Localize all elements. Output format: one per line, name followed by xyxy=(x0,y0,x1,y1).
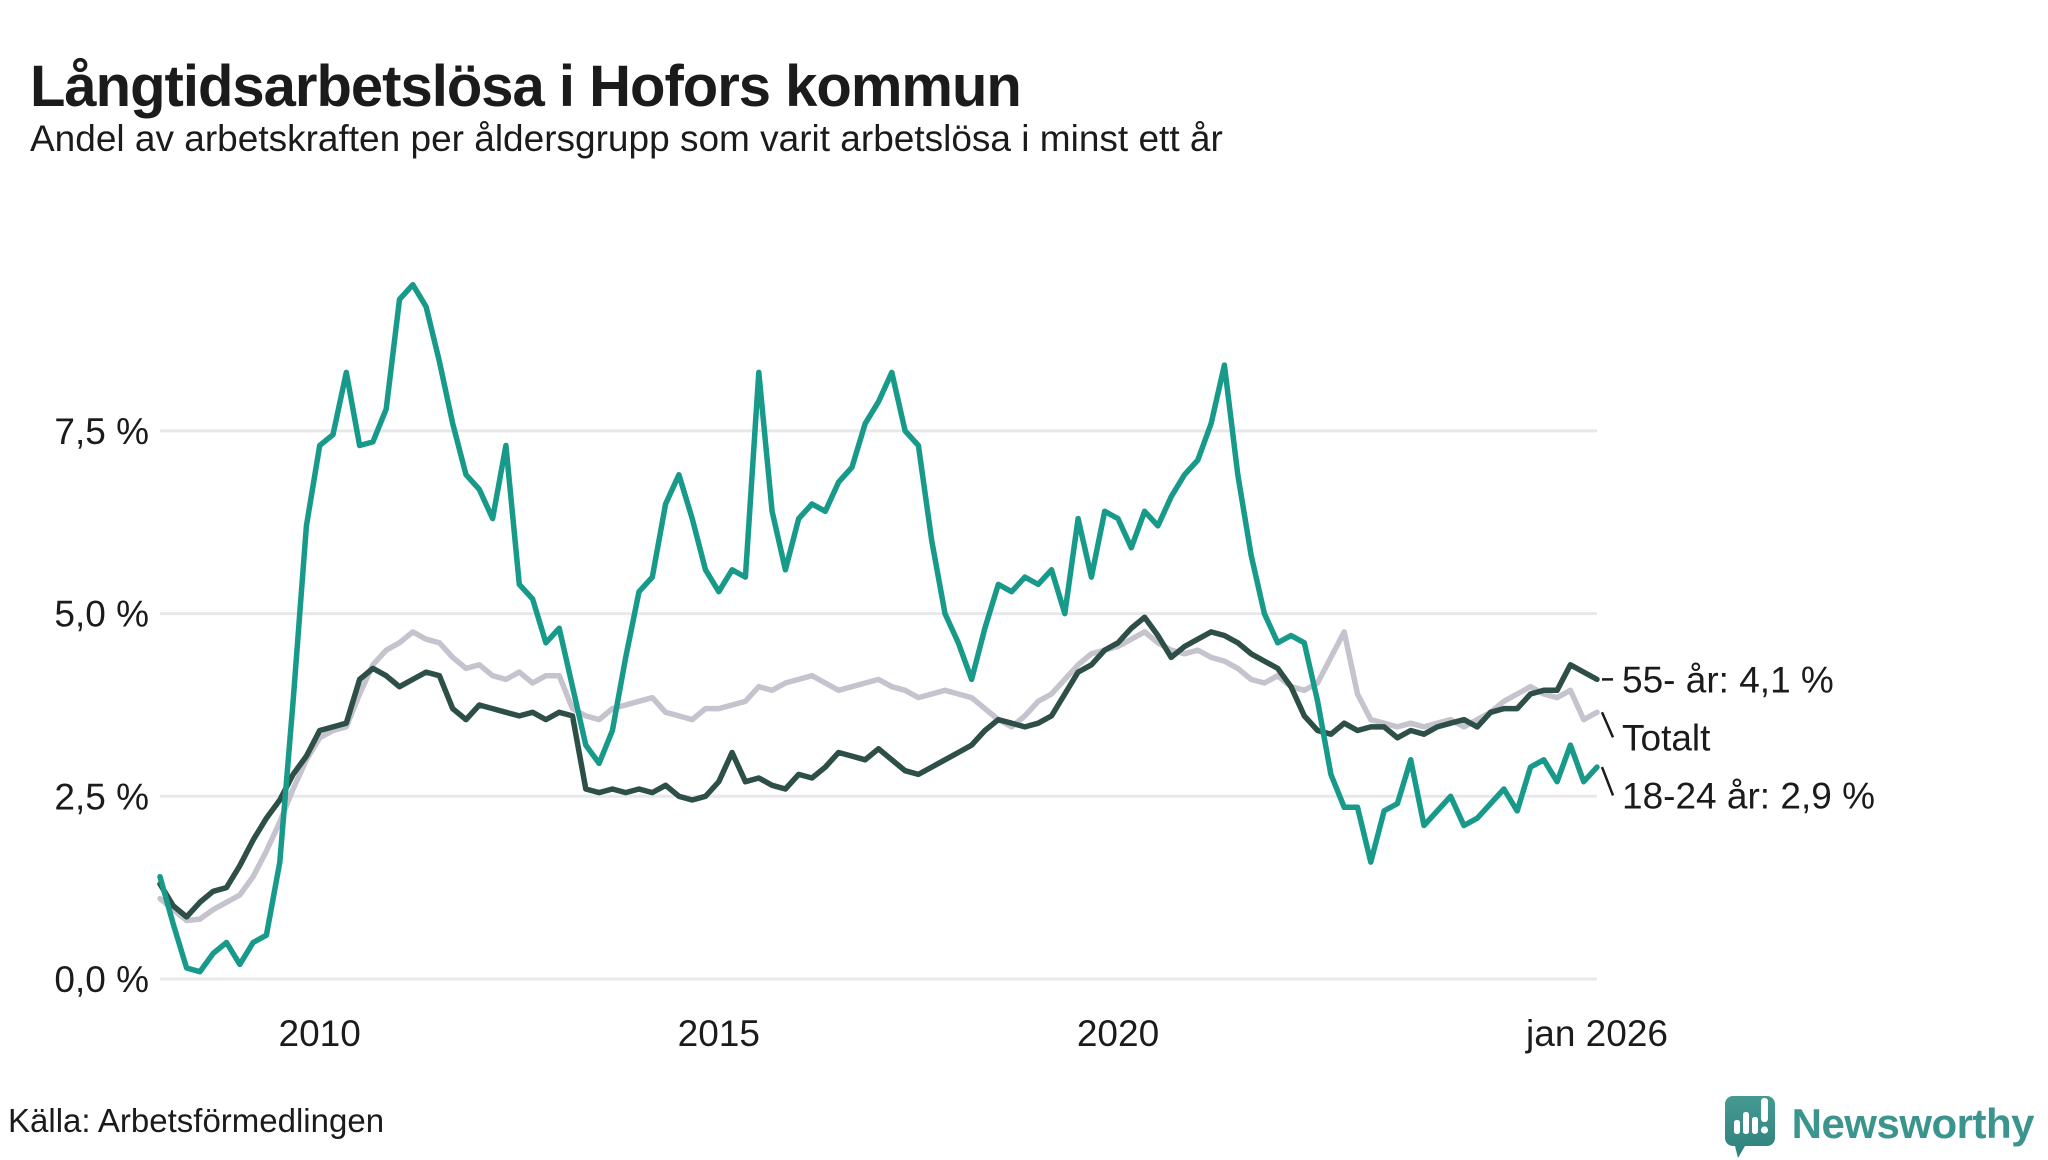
x-axis-tick-label: jan 2026 xyxy=(1525,1013,1668,1054)
y-axis-tick-label: 2,5 % xyxy=(54,776,149,817)
chart-subtitle: Andel av arbetskraften per åldersgrupp s… xyxy=(30,118,1223,159)
series-line-55 xyxy=(157,614,1600,920)
series-label-tick xyxy=(1600,711,1615,738)
x-axis-tick-label: 2020 xyxy=(1077,1013,1159,1054)
series-line-totalt xyxy=(157,629,1600,924)
y-axis-tick-label: 7,5 % xyxy=(54,411,149,452)
bar-chart-icon xyxy=(1733,1098,1768,1134)
x-axis-tick-label: 2015 xyxy=(678,1013,760,1054)
source-note: Källa: Arbetsförmedlingen xyxy=(8,1102,385,1139)
y-axis-tick-label: 0,0 % xyxy=(54,959,149,1000)
series-label-tick xyxy=(1600,766,1615,796)
series-line-18-24 xyxy=(157,281,1600,975)
brand-name: Newsworthy xyxy=(1791,1100,2035,1147)
newsworthy-logo-icon xyxy=(1724,1096,1775,1158)
series-label-18-24: 18-24 år: 2,9 % xyxy=(1622,775,1875,816)
x-axis-tick-label: 2010 xyxy=(279,1013,361,1054)
y-axis-tick-label: 5,0 % xyxy=(54,594,149,635)
newsworthy-brand: Newsworthy xyxy=(1722,1088,2035,1160)
series-label-55: 55- år: 4,1 % xyxy=(1622,659,1834,700)
series-label-totalt: Totalt xyxy=(1622,717,1711,758)
page-title: Långtidsarbetslösa i Hofors kommun xyxy=(30,53,1022,119)
